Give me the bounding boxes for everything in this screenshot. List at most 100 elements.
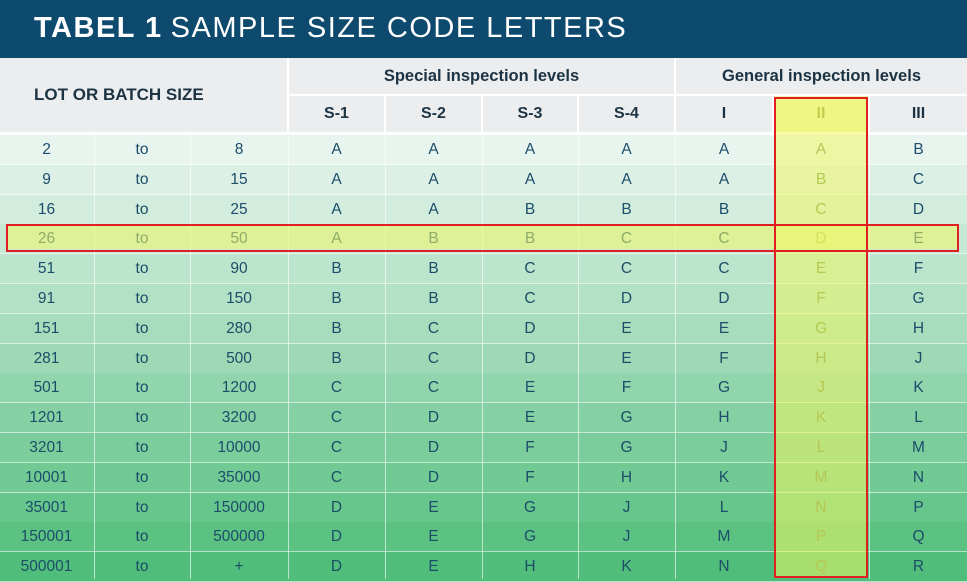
code-s1-cell: B xyxy=(331,290,342,307)
row-divider xyxy=(0,432,967,434)
code-s4-cell: D xyxy=(620,290,633,307)
row-divider xyxy=(0,521,967,523)
table-title: TABEL 1 SAMPLE SIZE CODE LETTERS xyxy=(34,12,627,45)
row-divider xyxy=(0,551,967,553)
code-iii-cell: H xyxy=(912,319,925,337)
lot-size-label: LOT OR BATCH SIZE xyxy=(34,85,204,104)
lot-from-cell: 2 xyxy=(42,141,51,158)
lot-until-cell: + xyxy=(234,558,244,576)
title-bar: TABEL 1 SAMPLE SIZE CODE LETTERS xyxy=(0,0,967,58)
column-divider xyxy=(288,135,289,579)
code-iii-cell: D xyxy=(912,200,925,218)
code-s1-cell: A xyxy=(331,170,342,188)
col-header-s3: S-3 xyxy=(483,96,577,132)
code-i-cell: N xyxy=(718,558,730,576)
col-header-i-label: I xyxy=(721,105,727,122)
code-s4-cell: H xyxy=(620,468,633,486)
code-s2-cell: D xyxy=(427,409,440,427)
code-iii-cell: Q xyxy=(912,528,925,546)
code-s2-cell: C xyxy=(427,349,440,367)
code-s2-cell: B xyxy=(428,260,439,278)
code-s2-cell: E xyxy=(428,528,439,546)
code-s1-cell: A xyxy=(331,141,342,158)
lot-until-cell: 280 xyxy=(226,319,252,337)
row-divider xyxy=(0,462,967,463)
code-s2-cell: A xyxy=(428,170,439,188)
col-header-s4-label: S-4 xyxy=(614,105,639,122)
lot-to-cell: to xyxy=(135,379,149,397)
code-i-cell: J xyxy=(720,439,728,456)
lot-from-cell: 3201 xyxy=(29,439,64,456)
row-divider xyxy=(0,372,967,374)
lot-from-cell: 10001 xyxy=(24,468,69,486)
column-divider xyxy=(482,135,483,579)
code-s3-cell: C xyxy=(524,290,536,307)
row-divider xyxy=(0,313,967,314)
column-divider xyxy=(94,135,95,579)
code-iii-cell: C xyxy=(912,170,925,188)
lot-until-cell: 3200 xyxy=(221,409,257,427)
col-header-s1-label: S-1 xyxy=(324,105,349,122)
code-s1-cell: D xyxy=(330,498,343,516)
lot-from-cell: 51 xyxy=(37,260,56,278)
lot-until-cell: 150000 xyxy=(213,498,265,516)
lot-from-cell: 150001 xyxy=(20,528,73,546)
code-iii-cell: N xyxy=(912,468,925,486)
row-divider xyxy=(0,402,967,404)
code-i-cell: A xyxy=(718,141,730,158)
code-s3-cell: F xyxy=(525,468,535,486)
code-i-cell: M xyxy=(717,528,731,546)
code-s1-cell: C xyxy=(330,409,343,427)
code-s1-cell: C xyxy=(330,468,343,486)
code-s1-cell: B xyxy=(331,349,342,367)
lot-to-cell: to xyxy=(135,290,149,307)
code-s1-cell: C xyxy=(330,379,343,397)
code-s4-cell: B xyxy=(621,200,632,218)
lot-until-cell: 8 xyxy=(234,141,244,158)
code-i-cell: A xyxy=(718,170,730,188)
code-s3-cell: B xyxy=(524,200,536,218)
code-s1-cell: B xyxy=(331,260,342,278)
col-header-s1: S-1 xyxy=(289,96,384,132)
column-divider xyxy=(675,135,676,579)
lot-to-cell: to xyxy=(135,349,149,367)
code-s4-cell: J xyxy=(622,528,631,546)
lot-to-cell: to xyxy=(135,468,149,486)
code-s4-cell: C xyxy=(620,260,633,278)
code-s4-cell: G xyxy=(620,409,633,427)
code-i-cell: H xyxy=(718,409,730,427)
code-iii-cell: G xyxy=(912,290,925,307)
special-levels-header: Special inspection levels xyxy=(289,58,674,94)
lot-to-cell: to xyxy=(135,319,149,337)
code-s1-cell: D xyxy=(330,558,343,576)
code-s1-cell: A xyxy=(331,200,342,218)
lot-until-cell: 10000 xyxy=(217,439,261,456)
row-divider xyxy=(0,283,967,285)
lot-to-cell: to xyxy=(135,439,149,456)
code-i-cell: D xyxy=(718,290,730,307)
code-i-cell: L xyxy=(719,498,729,516)
code-s3-cell: D xyxy=(524,319,536,337)
code-s3-cell: G xyxy=(523,528,537,546)
code-s2-cell: D xyxy=(427,439,440,456)
row-divider xyxy=(0,342,967,344)
code-s4-cell: J xyxy=(622,498,631,516)
lot-to-cell: to xyxy=(135,200,149,218)
code-s3-cell: E xyxy=(524,379,536,397)
lot-from-cell: 501 xyxy=(33,379,60,397)
code-s2-cell: B xyxy=(428,290,439,307)
lot-size-header: LOT OR BATCH SIZE xyxy=(0,58,287,132)
table-caption: SAMPLE SIZE CODE LETTERS xyxy=(170,12,628,44)
lot-until-cell: 500 xyxy=(226,349,252,367)
code-iii-cell: K xyxy=(913,379,924,397)
col-header-s3-label: S-3 xyxy=(517,105,543,122)
code-s4-cell: G xyxy=(620,439,633,456)
code-s2-cell: D xyxy=(427,468,440,486)
col-header-i: I xyxy=(676,96,772,132)
lot-until-cell: 15 xyxy=(230,170,248,188)
code-s2-cell: C xyxy=(427,379,440,397)
lot-until-cell: 35000 xyxy=(217,468,261,486)
code-iii-cell: F xyxy=(913,260,924,278)
lot-until-cell: 500000 xyxy=(213,528,265,546)
row-divider xyxy=(0,253,967,255)
